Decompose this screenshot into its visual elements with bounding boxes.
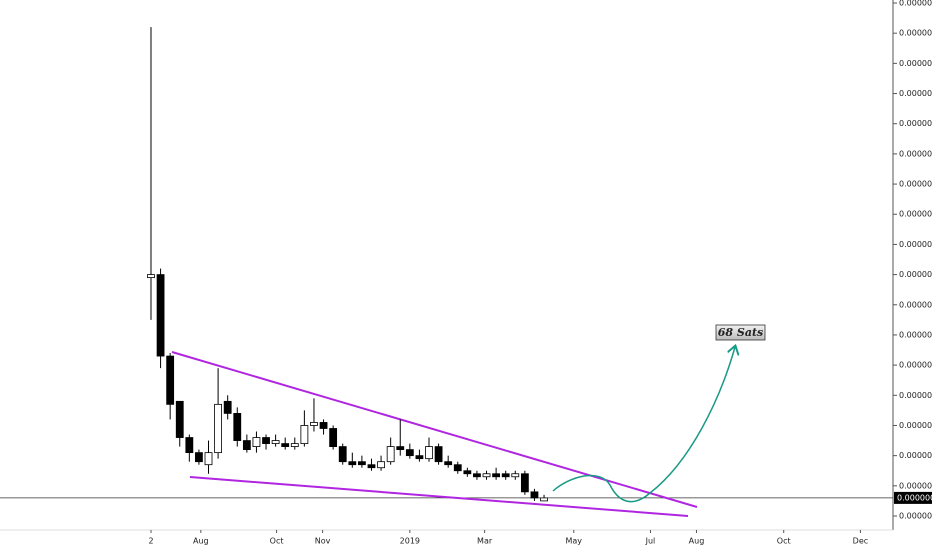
candle-body	[444, 461, 453, 466]
candle-body	[166, 355, 175, 405]
trend-line	[171, 351, 698, 508]
y-tick-label: 0.00000060	[899, 361, 932, 370]
candle-body	[252, 437, 261, 447]
candle-body	[530, 491, 539, 499]
candle-body	[271, 440, 280, 444]
candle-body	[156, 274, 165, 357]
candle-body	[396, 446, 405, 451]
candle-body	[463, 470, 472, 475]
candle-body	[434, 446, 443, 463]
candle-body	[501, 473, 510, 478]
x-tick-label: Aug	[689, 537, 705, 546]
x-tick-label: 2	[148, 537, 153, 546]
candle-body	[357, 461, 366, 466]
candle-body	[204, 452, 213, 466]
candle-body	[415, 455, 424, 460]
x-tick-label: Aug	[193, 537, 209, 546]
candle-body	[175, 400, 184, 438]
candle-body	[453, 464, 462, 472]
x-tick-label: Jul	[645, 537, 656, 546]
y-tick-label: 0.00000080	[899, 300, 932, 309]
candle-body	[300, 425, 309, 444]
candle-body	[348, 461, 357, 466]
y-tick-label: 0.00000110	[899, 210, 932, 219]
candle-body	[386, 446, 395, 463]
candle-body	[310, 422, 318, 426]
candle-body	[290, 443, 299, 447]
y-tick-label: 0.00000030	[899, 451, 932, 460]
x-tick-label: 2019	[400, 537, 420, 546]
price-label-box	[894, 491, 932, 504]
y-tick-label: 0.00000040	[899, 421, 932, 430]
candle-body	[242, 440, 251, 451]
candle-body	[185, 437, 194, 454]
candle-body	[511, 473, 520, 478]
y-tick-label: 0.00000180	[899, 0, 932, 8]
x-tick-label: May	[565, 537, 582, 546]
annotation: 68 Sats	[718, 326, 763, 339]
x-tick-label: Oct	[270, 537, 284, 546]
y-tick-label: 0.00000020	[899, 481, 932, 490]
y-tick-label: 0.00000170	[899, 29, 932, 38]
candle-body	[281, 443, 290, 447]
annotation-box	[715, 324, 766, 341]
candle-body	[473, 473, 481, 478]
candle-body	[367, 464, 376, 469]
x-tick-label: Oct	[777, 537, 791, 546]
candle-body	[233, 413, 242, 441]
candle-body	[262, 437, 270, 444]
y-tick-label: 0.00000050	[899, 391, 932, 400]
y-tick-label: 0.00000150	[899, 89, 932, 98]
candle-body	[223, 400, 232, 414]
candle-body	[540, 497, 548, 502]
candle-body	[214, 403, 222, 454]
x-tick-label: Dec	[853, 537, 868, 546]
candle-body	[405, 449, 414, 457]
x-tick-label: Mar	[477, 537, 493, 546]
candle-body	[147, 274, 155, 279]
y-tick-label: 0.00000070	[899, 330, 932, 339]
y-tick-label: 0.00000090	[899, 270, 932, 279]
candle-body	[377, 461, 385, 469]
x-tick-label: Nov	[315, 537, 331, 546]
candle-body	[520, 473, 529, 493]
candle-body	[329, 428, 338, 447]
candle-body	[195, 452, 203, 463]
trend-line	[189, 476, 689, 517]
y-tick-label: 0.00000100	[899, 240, 932, 249]
candle-body	[338, 446, 347, 463]
y-tick-label: 0.00000130	[899, 149, 932, 158]
candle-body	[482, 473, 491, 478]
y-tick-label: 0.00000010	[899, 511, 932, 520]
candle-body	[319, 422, 328, 429]
price-label: 0.00000016	[897, 493, 932, 502]
y-tick-label: 0.00000140	[899, 119, 932, 128]
projection-arrow	[552, 347, 735, 503]
y-tick-label: 0.00000120	[899, 180, 932, 189]
candle-body	[425, 446, 433, 460]
candle-body	[492, 473, 501, 478]
y-tick-label: 0.00000160	[899, 59, 932, 68]
